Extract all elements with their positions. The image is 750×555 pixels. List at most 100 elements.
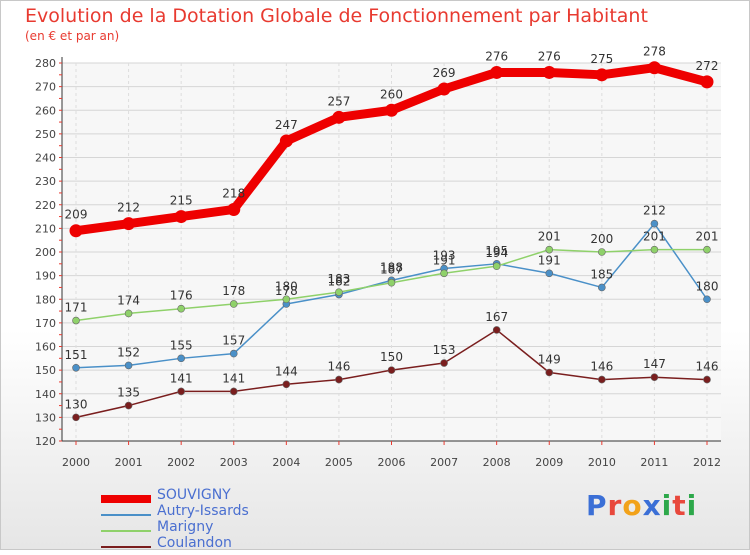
data-label: 171 — [65, 301, 88, 315]
logo-letter: i — [661, 489, 673, 522]
logo-letter: P — [586, 489, 608, 522]
legend-swatch-souvigny — [101, 495, 151, 503]
data-point — [282, 380, 291, 389]
data-label: 153 — [433, 343, 456, 357]
data-point — [332, 110, 346, 124]
legend-swatch-autry-issards — [101, 514, 151, 516]
data-label: 247 — [275, 118, 298, 132]
data-label: 276 — [538, 49, 561, 63]
y-tick-label: 130 — [35, 411, 56, 424]
data-point — [177, 354, 185, 363]
data-point — [122, 217, 136, 231]
data-label: 152 — [117, 345, 140, 359]
data-label: 178 — [222, 284, 245, 298]
data-point — [647, 61, 661, 75]
data-point — [542, 65, 556, 79]
data-point — [650, 373, 659, 382]
data-label: 146 — [327, 360, 350, 374]
data-point — [229, 387, 238, 396]
x-tick-label: 2009 — [535, 456, 563, 469]
data-label: 218 — [222, 186, 245, 200]
x-tick-label: 2007 — [430, 456, 458, 469]
x-tick-label: 2011 — [640, 456, 668, 469]
x-tick-label: 2003 — [220, 456, 248, 469]
data-label: 212 — [117, 201, 140, 215]
data-label: 174 — [117, 293, 140, 307]
data-point — [335, 375, 343, 384]
x-tick-label: 2000 — [62, 456, 90, 469]
legend-swatch-marigny — [101, 530, 151, 532]
data-point — [72, 413, 80, 422]
data-label: 146 — [696, 360, 719, 374]
y-tick-label: 240 — [35, 152, 56, 165]
x-tick-label: 2005 — [325, 456, 353, 469]
data-label: 187 — [380, 263, 403, 277]
legend-label-souvigny: SOUVIGNY — [157, 487, 231, 503]
data-point — [492, 326, 501, 334]
data-label: 147 — [643, 357, 666, 371]
data-point — [492, 262, 501, 270]
data-point — [598, 375, 606, 384]
proxiti-logo: Proxiti — [586, 489, 697, 522]
data-point — [387, 366, 396, 374]
x-tick-label: 2010 — [588, 456, 616, 469]
data-point — [598, 283, 606, 292]
data-label: 260 — [380, 87, 403, 101]
data-label: 188 — [380, 260, 403, 274]
data-label: 183 — [327, 272, 350, 286]
data-label: 201 — [696, 230, 719, 244]
x-tick-label: 2004 — [272, 456, 300, 469]
legend-label-marigny: Marigny — [157, 519, 214, 535]
legend-label-coulandon: Coulandon — [157, 535, 232, 551]
legend-swatch-coulandon — [101, 546, 151, 548]
data-point — [72, 316, 80, 325]
y-tick-label: 220 — [35, 199, 56, 212]
y-tick-label: 260 — [35, 104, 56, 117]
y-tick-label: 190 — [35, 270, 56, 283]
data-point — [545, 269, 554, 278]
data-label: 167 — [485, 310, 508, 324]
data-point — [124, 361, 133, 370]
data-label: 149 — [538, 352, 561, 366]
data-point — [703, 245, 711, 254]
data-point — [282, 295, 291, 304]
data-label: 141 — [170, 371, 193, 385]
data-label: 146 — [590, 360, 613, 374]
data-label: 157 — [222, 334, 245, 348]
data-point — [598, 248, 606, 256]
y-tick-label: 180 — [35, 293, 56, 306]
data-point — [440, 269, 448, 278]
data-label: 257 — [327, 94, 350, 108]
y-tick-label: 280 — [35, 57, 56, 70]
logo-letter: o — [622, 489, 643, 522]
y-tick-label: 200 — [35, 246, 56, 259]
y-tick-label: 170 — [35, 317, 56, 330]
x-tick-label: 2012 — [693, 456, 721, 469]
data-point — [700, 75, 714, 89]
data-point — [703, 375, 711, 384]
data-label: 150 — [380, 350, 403, 364]
x-tick-label: 2008 — [483, 456, 511, 469]
data-point — [650, 219, 659, 228]
data-point — [437, 82, 451, 96]
data-point — [124, 309, 133, 318]
data-point — [545, 368, 554, 377]
data-label: 201 — [538, 230, 561, 244]
data-point — [174, 210, 188, 224]
data-point — [177, 387, 185, 396]
data-point — [229, 300, 238, 308]
data-point — [279, 134, 293, 148]
data-label: 200 — [590, 232, 613, 246]
data-label: 176 — [170, 289, 193, 303]
y-tick-label: 160 — [35, 341, 56, 354]
data-point — [545, 245, 554, 254]
data-label: 212 — [643, 204, 666, 218]
data-point — [387, 278, 396, 287]
data-label: 193 — [433, 249, 456, 263]
data-label: 180 — [275, 279, 298, 293]
data-label: 180 — [696, 279, 719, 293]
data-label: 215 — [170, 194, 193, 208]
data-point — [595, 68, 609, 82]
logo-letter: i — [686, 489, 698, 522]
